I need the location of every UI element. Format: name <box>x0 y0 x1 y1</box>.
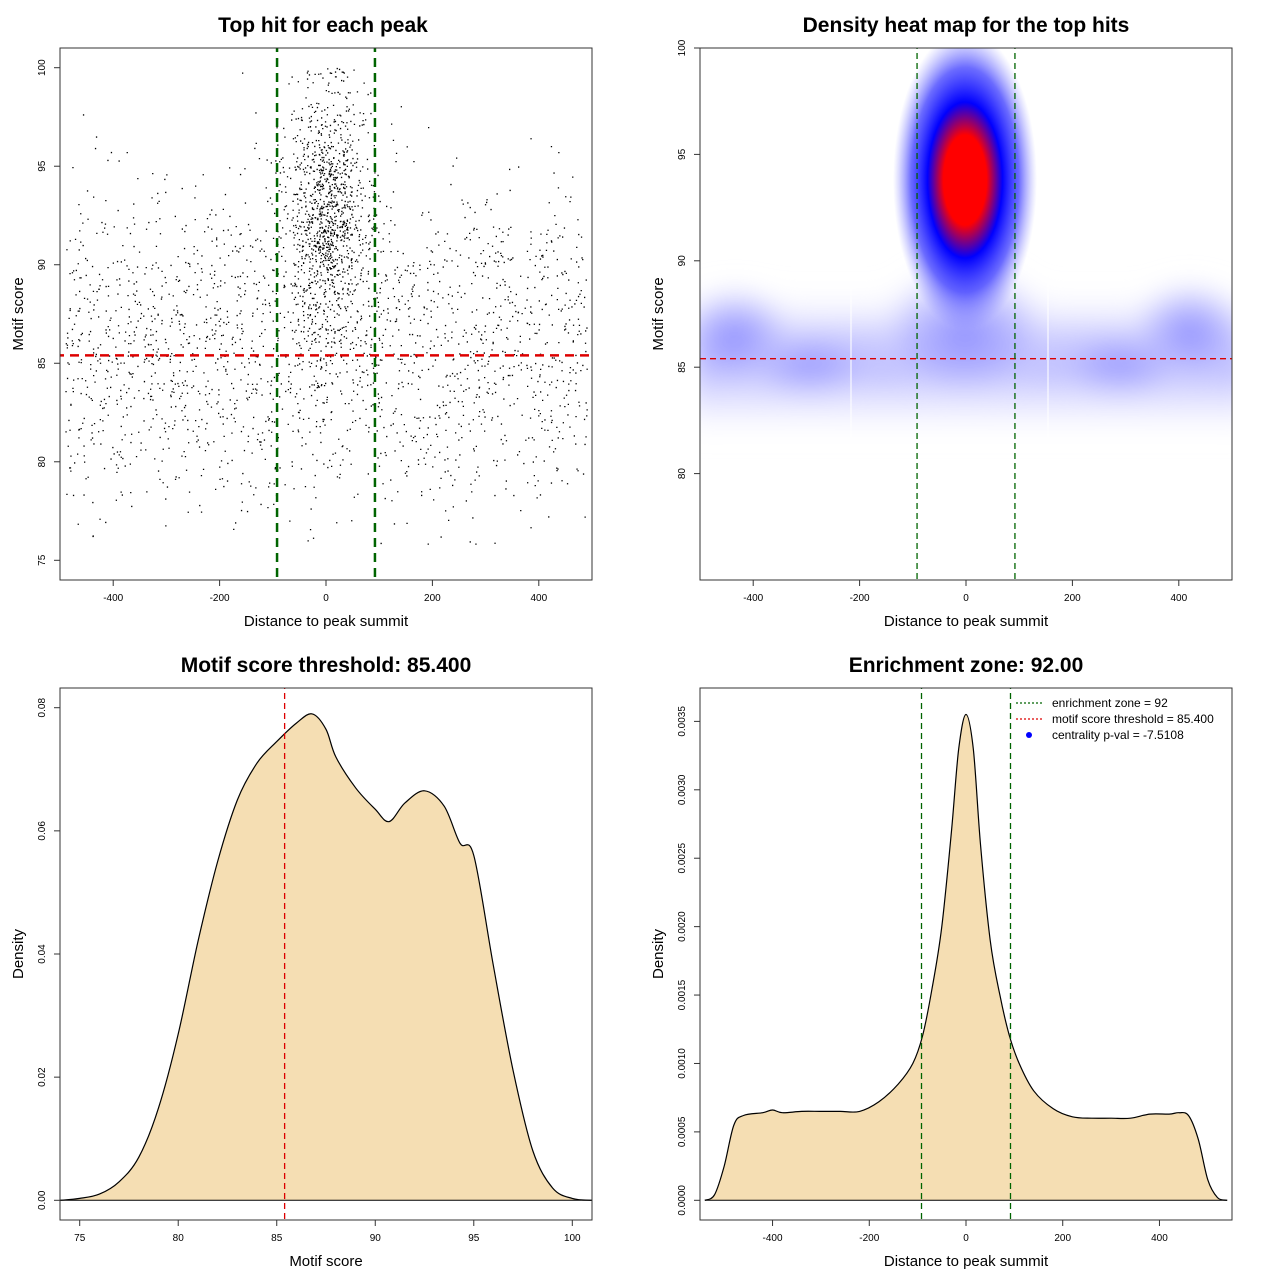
x-tick-label: 400 <box>1170 593 1187 604</box>
x-tick-label: 400 <box>1151 1233 1168 1244</box>
scatter-title: Top hit for each peak <box>218 14 428 37</box>
y-tick-label: 0.0015 <box>677 979 688 1010</box>
y-tick-label: 85 <box>37 357 48 369</box>
x-tick-label: -200 <box>210 593 230 604</box>
distance-density-panel: Enrichment zone: 92.00 Distance to peak … <box>650 654 1233 1270</box>
heatmap-xlabel: Distance to peak summit <box>884 613 1049 630</box>
y-tick-label: 95 <box>677 148 688 160</box>
x-tick-label: -200 <box>850 593 870 604</box>
x-tick-label: -400 <box>763 1233 783 1244</box>
x-tick-label: 200 <box>1054 1233 1071 1244</box>
score-density-axes: 75 80 85 90 95 100 0.00 0.02 0.04 0.06 0.08 <box>37 698 581 1244</box>
x-tick-label: 0 <box>963 593 969 604</box>
heatmap-hotspot <box>893 48 1037 330</box>
x-tick-label: -200 <box>859 1233 879 1244</box>
y-tick-label: 80 <box>37 456 48 468</box>
y-tick-label: 0.00 <box>37 1190 48 1210</box>
heatmap-ylabel: Motif score <box>650 277 667 350</box>
scatter-point-cloud <box>65 67 588 545</box>
x-tick-label: 400 <box>530 593 547 604</box>
scatter-points <box>65 67 588 545</box>
legend-label-pval: centrality p-val = -7.5108 <box>1052 728 1184 742</box>
x-tick-label: 0 <box>963 1233 969 1244</box>
y-tick-label: 0.0020 <box>677 911 688 942</box>
heatmap-axes: -400 -200 0 200 400 80 85 90 95 100 <box>677 39 1188 604</box>
score-density-title: Motif score threshold: 85.400 <box>181 654 472 677</box>
score-density-ylabel: Density <box>10 928 27 979</box>
scatter-reference-lines <box>60 48 592 580</box>
heatmap-blob-right2 <box>1050 325 1190 405</box>
heatmap-title: Density heat map for the top hits <box>803 14 1130 37</box>
y-tick-label: 0.0025 <box>677 842 688 873</box>
y-tick-label: 100 <box>37 59 48 76</box>
x-tick-label: 200 <box>1064 593 1081 604</box>
legend-label-enrichment-zone: enrichment zone = 92 <box>1052 696 1168 710</box>
y-tick-label: 0.0010 <box>677 1048 688 1079</box>
scatter-axes: -400 -200 0 200 400 75 80 85 90 95 100 <box>37 59 548 604</box>
y-tick-label: 0.06 <box>37 821 48 841</box>
distance-density-area <box>704 714 1228 1201</box>
y-tick-label: 0.0030 <box>677 774 688 805</box>
y-tick-label: 0.0005 <box>677 1116 688 1147</box>
x-tick-label: -400 <box>103 593 123 604</box>
scatter-ylabel: Motif score <box>10 277 27 350</box>
heatmap-blob-left2 <box>740 325 880 405</box>
scatter-xlabel: Distance to peak summit <box>244 613 409 630</box>
legend-label-threshold: motif score threshold = 85.400 <box>1052 712 1214 726</box>
y-tick-label: 90 <box>37 259 48 271</box>
heatmap-reference-lines <box>700 48 1232 580</box>
x-tick-label: 200 <box>424 593 441 604</box>
y-tick-label: 95 <box>37 160 48 172</box>
x-tick-label: 90 <box>370 1233 382 1244</box>
y-tick-label: 0.0000 <box>677 1185 688 1216</box>
x-tick-label: -400 <box>743 593 763 604</box>
y-tick-label: 100 <box>677 39 688 56</box>
legend: enrichment zone = 92 motif score thresho… <box>1016 696 1214 742</box>
x-tick-label: 80 <box>173 1233 185 1244</box>
heatmap-density <box>700 48 1232 580</box>
score-density-curve <box>60 713 592 1201</box>
legend-swatch-pval <box>1026 732 1032 738</box>
distance-density-reference-lines <box>920 688 1012 1220</box>
scatter-panel: Top hit for each peak Distance to peak s… <box>10 14 593 630</box>
x-tick-label: 75 <box>74 1233 86 1244</box>
score-density-xlabel: Motif score <box>289 1253 362 1270</box>
heatmap-panel: Density heat map for the top hits Distan… <box>650 14 1233 630</box>
y-tick-label: 0.04 <box>37 944 48 964</box>
x-tick-label: 85 <box>271 1233 283 1244</box>
distance-density-ylabel: Density <box>650 928 667 979</box>
x-tick-label: 95 <box>468 1233 480 1244</box>
distance-density-xlabel: Distance to peak summit <box>884 1253 1049 1270</box>
y-tick-label: 85 <box>677 361 688 373</box>
y-tick-label: 90 <box>677 255 688 267</box>
x-tick-label: 100 <box>564 1233 581 1244</box>
y-tick-label: 0.08 <box>37 698 48 718</box>
y-tick-label: 80 <box>677 468 688 480</box>
y-tick-label: 0.0035 <box>677 706 688 737</box>
distance-density-axes: -400 -200 0 200 400 0.0000 0.0005 0.0010 0.0015 0… <box>677 706 1168 1244</box>
distance-density-curve <box>704 713 1228 1201</box>
scatter-plot-frame <box>59 47 593 581</box>
y-tick-label: 0.02 <box>37 1067 48 1087</box>
x-tick-label: 0 <box>323 593 329 604</box>
y-tick-label: 75 <box>37 554 48 566</box>
score-density-area <box>60 713 592 1201</box>
distance-density-title: Enrichment zone: 92.00 <box>849 654 1084 677</box>
score-density-panel: Motif score threshold: 85.400 Motif scor… <box>10 654 593 1270</box>
